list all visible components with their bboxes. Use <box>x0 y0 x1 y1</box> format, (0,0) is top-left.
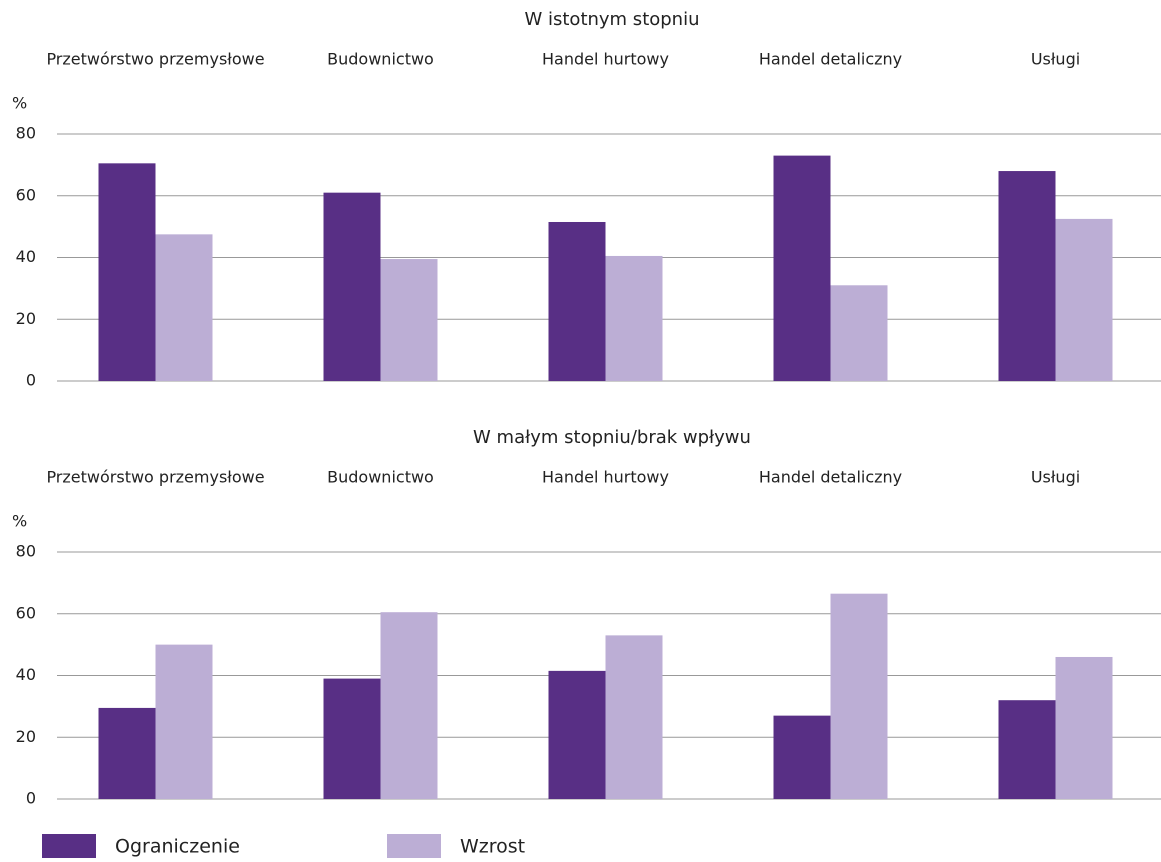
y-tick-label: 40 <box>16 665 36 684</box>
category-label: Handel detaliczny <box>759 468 902 487</box>
y-tick-label: 80 <box>16 542 36 561</box>
bar <box>998 171 1056 381</box>
bar <box>605 255 663 381</box>
bar <box>155 644 213 799</box>
y-tick-label: 60 <box>16 185 36 204</box>
bar <box>98 163 156 381</box>
panel-title: W istotnym stopniu <box>524 9 699 30</box>
panel-title: W małym stopniu/brak wpływu <box>473 427 751 448</box>
y-tick-label: 80 <box>16 124 36 143</box>
y-axis-label: % <box>12 512 27 531</box>
category-label: Przetwórstwo przemysłowe <box>46 468 264 487</box>
y-tick-label: 40 <box>16 247 36 266</box>
y-tick-label: 0 <box>26 371 36 390</box>
bar <box>605 635 663 799</box>
legend-label: Wzrost <box>460 836 525 858</box>
legend-label: Ograniczenie <box>115 836 240 858</box>
bar <box>773 155 831 381</box>
bar <box>323 678 381 799</box>
bar <box>380 259 438 381</box>
bar <box>773 715 831 799</box>
bar <box>830 285 888 381</box>
y-tick-label: 0 <box>26 789 36 808</box>
legend-swatch <box>42 834 96 858</box>
category-label: Usługi <box>1031 50 1080 69</box>
y-tick-label: 20 <box>16 727 36 746</box>
bar <box>1055 656 1113 799</box>
category-label: Budownictwo <box>327 50 434 69</box>
bar <box>548 221 606 381</box>
legend: Ograniczenie Wzrost <box>42 834 525 858</box>
y-tick-label: 20 <box>16 309 36 328</box>
bar <box>548 670 606 799</box>
category-label: Przetwórstwo przemysłowe <box>46 50 264 69</box>
bar <box>323 192 381 381</box>
bar <box>98 707 156 799</box>
bar <box>830 593 888 799</box>
category-label: Handel detaliczny <box>759 50 902 69</box>
bar <box>998 700 1056 799</box>
category-label: Budownictwo <box>327 468 434 487</box>
category-label: Handel hurtowy <box>542 50 669 69</box>
y-tick-label: 60 <box>16 603 36 622</box>
bar <box>1055 218 1113 381</box>
bar <box>380 612 438 799</box>
category-label: Usługi <box>1031 468 1080 487</box>
legend-swatch <box>387 834 441 858</box>
y-axis-label: % <box>12 94 27 113</box>
category-label: Handel hurtowy <box>542 468 669 487</box>
bar <box>155 234 213 381</box>
